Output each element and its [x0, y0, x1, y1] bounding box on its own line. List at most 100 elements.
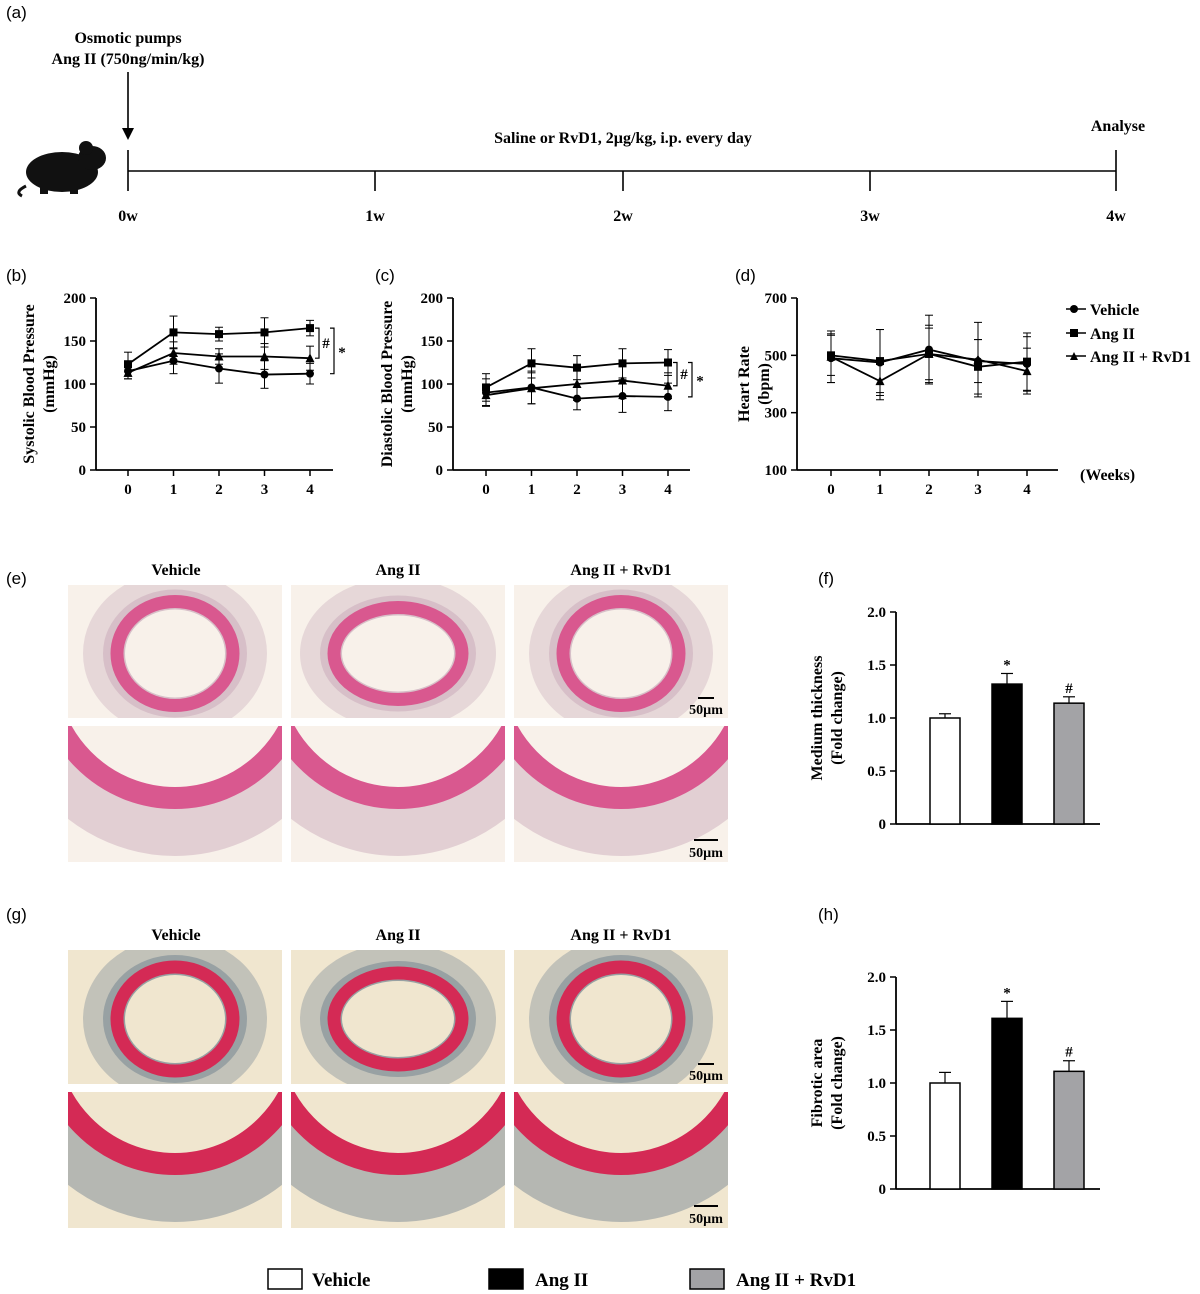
chart-systolic: 0 50 100 150 200 0 1 2 3 4 Systolic Blood Pressure… — [21, 291, 346, 498]
y-tick-label: 700 — [765, 291, 788, 307]
y-tick-label: 200 — [421, 291, 444, 307]
annotation-hash: # — [322, 336, 330, 352]
x-tick-label: 4 — [1023, 482, 1031, 498]
bar-2 — [991, 1017, 1023, 1190]
weeks-label: (Weeks) — [1080, 467, 1135, 484]
sirius-adventitia — [291, 1092, 505, 1222]
data-point-triangle — [481, 390, 491, 400]
sirius-column-angii-rvd1: Ang II + RvD1 — [570, 927, 671, 944]
y-tick-label: 300 — [765, 406, 788, 422]
he-scale-top: 50µm — [689, 703, 723, 718]
sirius-image-0 — [68, 950, 282, 1084]
panel-label-e: (e) — [6, 569, 27, 588]
y-axis-unit: (bpm) — [756, 363, 773, 405]
he-vessel-wall — [327, 601, 469, 706]
sirius-image-1 — [291, 950, 505, 1084]
panel-label-b: (b) — [6, 266, 27, 285]
y-axis-label: Diastolic Blood Pressure — [379, 301, 396, 468]
he-column-angii-rvd1: Ang II + RvD1 — [570, 562, 671, 579]
chart-fibrotic-area: 0 0.5 1.0 1.5 2.0 Fibrotic area (Fold change) *… — [809, 970, 1100, 1198]
week-label-1: 1w — [365, 208, 385, 225]
y-axis-label: Fibrotic area — [809, 1039, 826, 1128]
he-column-vehicle: Vehicle — [151, 562, 200, 579]
data-point-triangle — [123, 367, 133, 377]
data-point-square — [306, 324, 314, 333]
significance-mark: * — [1003, 657, 1011, 673]
significance-mark: # — [1065, 681, 1073, 697]
x-tick-label: 4 — [306, 482, 314, 498]
y-tick-label: 1.5 — [867, 658, 886, 674]
he-column-angii: Ang II — [376, 562, 421, 579]
he-vessel-wall — [291, 726, 505, 809]
x-tick-label: 1 — [528, 482, 536, 498]
pump-title: Osmotic pumps — [74, 30, 181, 47]
data-point-triangle — [572, 379, 582, 388]
data-point-circle — [215, 364, 223, 373]
data-point-square — [169, 328, 178, 337]
y-tick-label: 150 — [421, 334, 444, 350]
he-image-2 — [514, 726, 728, 862]
panel-label-f: (f) — [818, 569, 834, 588]
sirius-vessel-wall — [556, 960, 686, 1078]
panel-label-d: (d) — [735, 266, 756, 285]
y-tick-label: 0.5 — [867, 764, 886, 780]
y-axis-label: Medium thickness — [809, 656, 826, 781]
he-vessel-wall — [514, 726, 728, 809]
data-point-square — [260, 328, 269, 337]
annotation-hash: # — [680, 367, 688, 383]
bar-legend: Vehicle Ang II Ang II + RvD1 — [267, 1268, 856, 1291]
panel-label-g: (g) — [6, 905, 27, 924]
he-vessel-lumen — [342, 615, 454, 692]
sirius-adventitia — [514, 1092, 728, 1222]
bar-legend-angii-rvd1: Ang II + RvD1 — [736, 1270, 856, 1291]
histology-he: Vehicle Ang II Ang II + RvD1 50µm 50µm — [68, 562, 728, 862]
y-tick-label: 1.0 — [867, 1076, 886, 1092]
analyse-label: Analyse — [1091, 118, 1145, 135]
sirius-scale-bottom: 50µm — [689, 1212, 723, 1227]
y-tick-label: 0 — [436, 463, 444, 479]
sirius-vessel-wall — [68, 1092, 282, 1175]
x-tick-label: 0 — [124, 482, 132, 498]
bar-1 — [929, 1082, 961, 1190]
x-tick-label: 2 — [573, 482, 581, 498]
y-tick-label: 200 — [64, 291, 87, 307]
data-point-triangle — [169, 348, 178, 358]
he-image-0 — [68, 726, 282, 862]
y-axis-unit: (mmHg) — [399, 355, 416, 413]
legend-angii-rvd1: Ang II + RvD1 — [1090, 349, 1191, 366]
y-tick-label: 0 — [79, 463, 87, 479]
sirius-vessel-wall — [110, 960, 240, 1078]
panel-label-a: (a) — [6, 3, 27, 22]
bar-legend-swatch-vehicle — [267, 1268, 303, 1290]
sirius-column-vehicle: Vehicle — [151, 927, 200, 944]
data-point-triangle — [826, 351, 836, 361]
bar-3 — [1053, 1070, 1085, 1190]
data-point-triangle — [924, 348, 934, 358]
sirius-vessel-wall — [514, 1092, 728, 1175]
x-tick-label: 3 — [619, 482, 627, 498]
bar-legend-vehicle: Vehicle — [312, 1270, 370, 1291]
pump-arrowhead — [122, 128, 134, 140]
x-tick-label: 1 — [876, 482, 884, 498]
x-tick-label: 0 — [827, 482, 835, 498]
panel-label-h: (h) — [818, 905, 839, 924]
sirius-vessel-lumen — [342, 981, 454, 1057]
data-point-square — [215, 330, 223, 339]
data-point-circle — [260, 370, 269, 379]
week-label-2: 2w — [613, 208, 633, 225]
he-image-2 — [514, 585, 728, 718]
he-image-1 — [291, 726, 505, 862]
sirius-scale-top: 50µm — [689, 1069, 723, 1084]
legend-vehicle: Vehicle — [1090, 302, 1139, 319]
he-vessel-wall — [110, 595, 240, 712]
panel-label-c: (c) — [375, 266, 395, 285]
treatment-label: Saline or RvD1, 2µg/kg, i.p. every day — [494, 130, 752, 147]
data-point-triangle — [527, 383, 536, 393]
he-adventitia — [68, 726, 282, 856]
data-point-triangle — [973, 354, 983, 364]
legend-triangle-marker — [1070, 352, 1078, 360]
mouse-icon — [17, 141, 106, 198]
data-point-circle — [306, 369, 314, 378]
sirius-adventitia — [68, 1092, 282, 1222]
sirius-image-2 — [514, 950, 728, 1084]
